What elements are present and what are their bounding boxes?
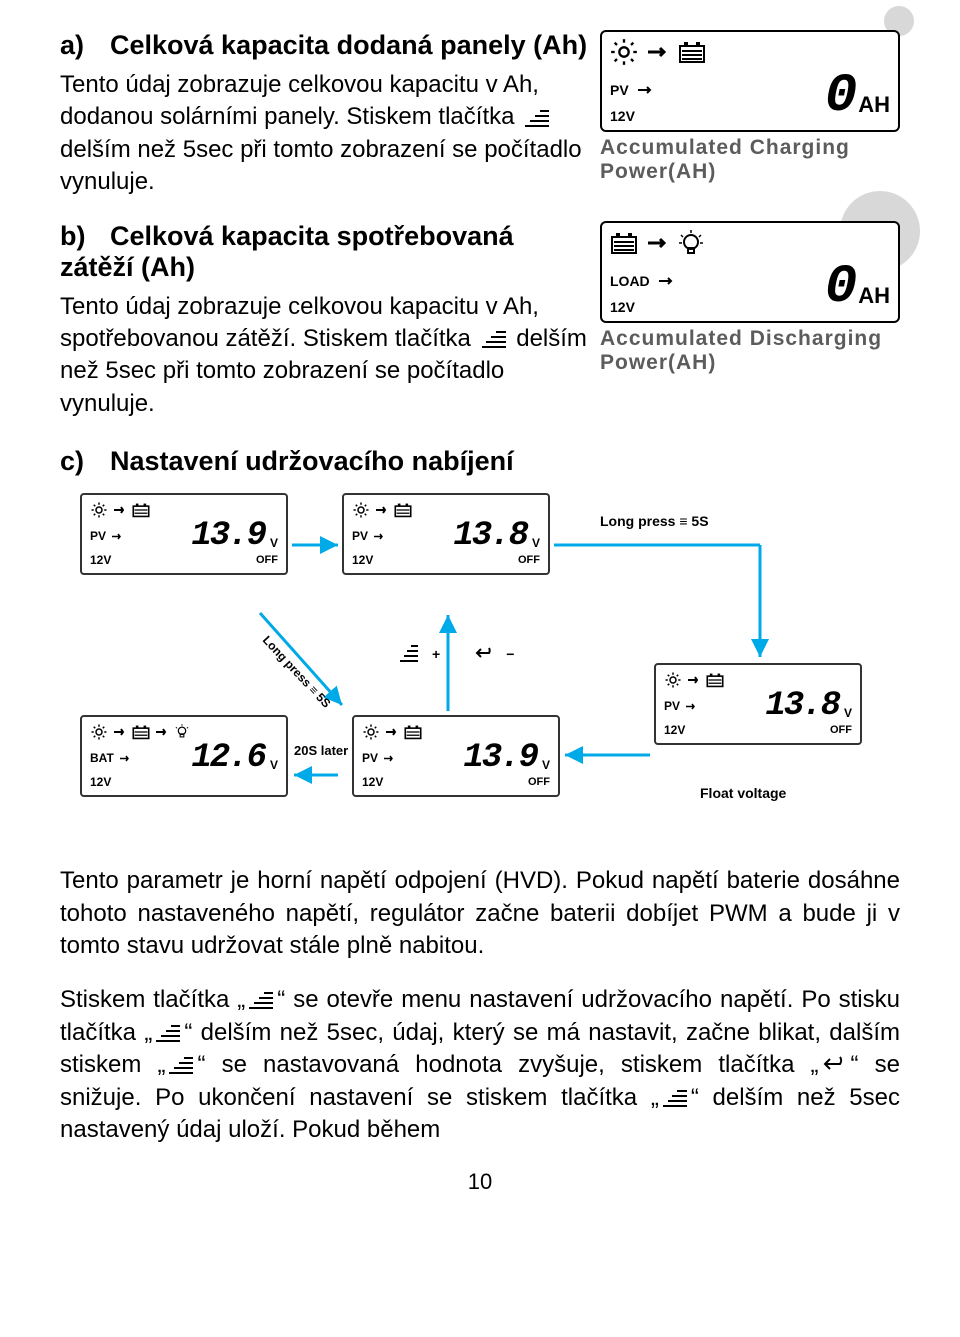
menu-icon (663, 1090, 687, 1107)
page-number: 10 (60, 1169, 900, 1195)
menu-icon (169, 1057, 193, 1074)
para-b: Tento údaj zobrazuje celkovou kapacitu v… (60, 291, 588, 421)
display-b: LOAD 12V 0 AH Accumulated Discharging Po… (600, 221, 900, 375)
arrow-icon (646, 45, 670, 59)
arrow-small-icon (658, 276, 676, 286)
lcd-2: PV 13.8V 12VOFF (342, 493, 550, 575)
para-a: Tento údaj zobrazuje celkovou kapacitu v… (60, 69, 588, 199)
footer-p1: Tento parametr je horní napětí odpojení … (60, 865, 900, 962)
heading-b: b)Celková kapacita spotřebovaná zátěží (… (60, 221, 588, 283)
arrow-small-icon (637, 85, 655, 95)
display-a: PV 12V 0 AH Accumulated Charging Power(A… (600, 30, 900, 184)
footer-p2: Stiskem tlačítka „“ se otevře menu nasta… (60, 984, 900, 1146)
menu-icon (482, 331, 506, 348)
menu-icon (525, 110, 549, 127)
menu-icon (249, 992, 273, 1009)
longpress-label: Long press ≡ 5S (600, 513, 709, 529)
battery-icon (678, 40, 706, 64)
caption-a: Accumulated Charging Power(AH) (600, 136, 900, 184)
later-label: 20S later (294, 743, 348, 758)
float-voltage-label: Float voltage (700, 785, 786, 801)
lcd-3: BAT 12.6V 12V (80, 715, 288, 797)
bulb-icon (678, 229, 704, 257)
diagram-c: PV 13.9V 12VOFF PV 13.8V 12VOFF + − Long… (60, 485, 900, 855)
arrow-icon (646, 236, 670, 250)
lcd-4: PV 13.9V 12VOFF (352, 715, 560, 797)
lcd-5: PV 13.8V 12VOFF (654, 663, 862, 745)
menu-icon (156, 1025, 180, 1042)
adjust-controls: + − (396, 645, 514, 662)
back-icon (474, 646, 496, 662)
lcd-1: PV 13.9V 12VOFF (80, 493, 288, 575)
battery-icon (610, 231, 638, 255)
back-icon (822, 1050, 848, 1082)
heading-a: a)Celková kapacita dodaná panely (Ah) (60, 30, 588, 61)
sun-icon (610, 38, 638, 66)
heading-c: c)Nastavení udržovacího nabíjení (60, 446, 900, 477)
caption-b: Accumulated Discharging Power(AH) (600, 327, 900, 375)
